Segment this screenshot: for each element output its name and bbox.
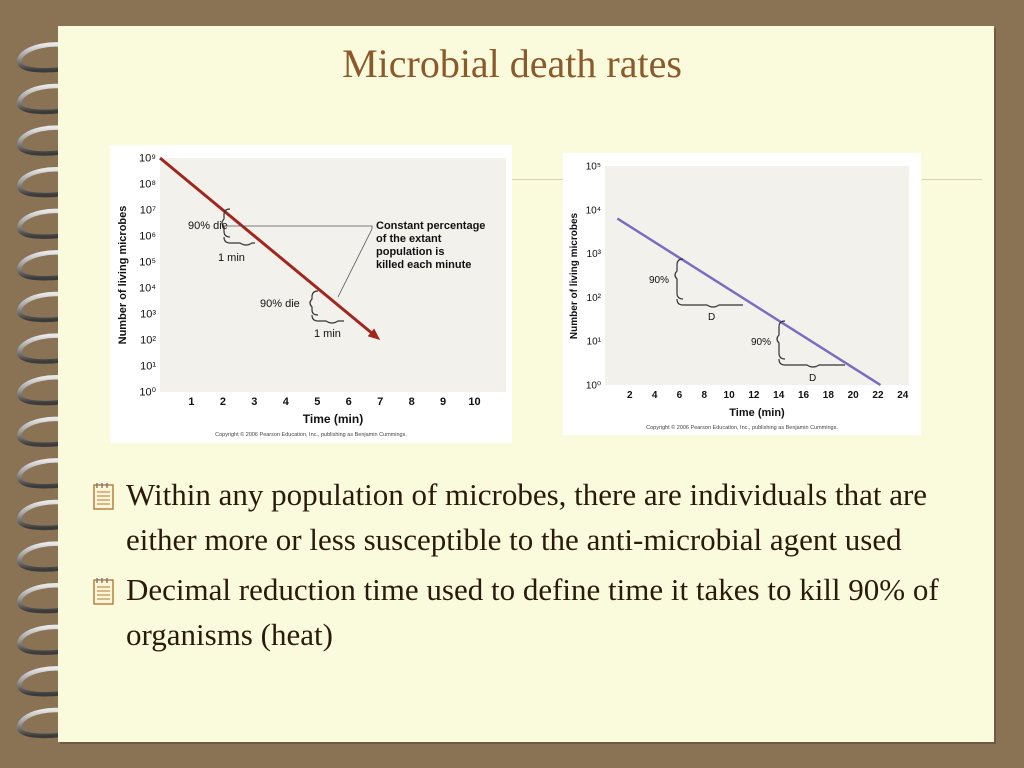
upper-d-label: D bbox=[708, 312, 715, 323]
notepad-icon bbox=[93, 483, 114, 510]
x-tick-label: 4 bbox=[283, 396, 290, 408]
x-tick-label: 18 bbox=[823, 390, 835, 401]
y-tick-label: 10⁶ bbox=[139, 231, 156, 243]
x-tick-label: 2 bbox=[220, 396, 226, 408]
lower-1-min-label: 1 min bbox=[314, 328, 341, 340]
exponential-death-chart-figure: 10⁰ 10¹ 10² 10³ 10⁴ 10⁵ 10⁶ 10⁷ 10⁸ 10⁹ 1 2 3 4 5 6 7 8 9… bbox=[110, 145, 512, 443]
lower-90-percent-label: 90% bbox=[751, 337, 771, 348]
y-tick-label: 10¹ bbox=[587, 337, 602, 348]
x-tick-label: 12 bbox=[748, 390, 760, 401]
x-tick-label: 10 bbox=[468, 396, 480, 408]
y-tick-label: 10⁹ bbox=[139, 153, 156, 165]
callout-pointer bbox=[337, 228, 373, 298]
copyright-note: Copyright © 2006 Pearson Education, Inc.… bbox=[646, 424, 838, 431]
notepad-icon bbox=[93, 578, 114, 605]
x-tick-label: 1 bbox=[188, 396, 194, 408]
x-tick-label: 24 bbox=[897, 390, 909, 401]
decimal-reduction-chart-figure: 10⁰ 10¹ 10² 10³ 10⁴ 10⁵ 2 4 6 8 10 12 14 16 18 20 22 24 … bbox=[563, 153, 921, 435]
decimal-reduction-line bbox=[616, 217, 882, 387]
x-tick-label: 10 bbox=[724, 390, 736, 401]
y-tick-label: 10⁴ bbox=[139, 283, 156, 295]
upper-90-percent-label: 90% bbox=[649, 275, 669, 286]
bullet-list: Within any population of microbes, there… bbox=[90, 472, 970, 662]
upper-90-die-label: 90% die bbox=[188, 220, 228, 232]
x-tick-label: 4 bbox=[652, 390, 658, 401]
lower-d-brace bbox=[778, 358, 845, 368]
x-tick-label: 14 bbox=[773, 390, 785, 401]
title-divider bbox=[512, 179, 564, 180]
x-tick-label: 6 bbox=[677, 390, 683, 401]
copyright-note: Copyright © 2006 Pearson Education, Inc.… bbox=[215, 431, 407, 438]
death-curve-arrowhead bbox=[367, 328, 381, 340]
bullet-item: Within any population of microbes, there… bbox=[90, 472, 970, 562]
title-divider bbox=[922, 179, 982, 180]
upper-1-min-label: 1 min bbox=[218, 252, 245, 264]
callout-line: population is bbox=[376, 246, 444, 258]
exponential-death-chart: 10⁰ 10¹ 10² 10³ 10⁴ 10⁵ 10⁶ 10⁷ 10⁸ 10⁹ 1 2 3 4 5 6 7 8 9… bbox=[117, 153, 506, 438]
upper-90-percent-brace bbox=[674, 258, 684, 300]
y-tick-label: 10⁵ bbox=[139, 257, 156, 269]
lower-90-die-brace bbox=[309, 290, 319, 316]
plot-area bbox=[605, 166, 909, 385]
plot-area bbox=[160, 158, 506, 392]
y-axis-label: Number of living microbes bbox=[117, 206, 129, 345]
callout-line: Constant percentage bbox=[376, 220, 485, 232]
x-tick-label: 5 bbox=[314, 396, 320, 408]
callout-line: killed each minute bbox=[376, 259, 471, 271]
bullet-item: Decimal reduction time used to define ti… bbox=[90, 567, 970, 657]
x-tick-label: 8 bbox=[409, 396, 415, 408]
lower-d-label: D bbox=[809, 373, 816, 384]
callout-pointer bbox=[224, 225, 373, 229]
y-axis-label: Number of living microbes bbox=[569, 212, 580, 339]
x-tick-label: 3 bbox=[251, 396, 257, 408]
x-tick-label: 20 bbox=[848, 390, 860, 401]
lower-90-die-label: 90% die bbox=[260, 298, 300, 310]
x-tick-label: 8 bbox=[701, 390, 707, 401]
upper-90-die-brace bbox=[221, 208, 231, 238]
x-tick-label: 2 bbox=[627, 390, 633, 401]
lower-1-min-brace bbox=[311, 314, 344, 324]
slide-title: Microbial death rates bbox=[342, 41, 682, 86]
y-tick-label: 10² bbox=[587, 293, 602, 304]
bullet-text: Decimal reduction time used to define ti… bbox=[126, 572, 939, 652]
x-axis-label: Time (min) bbox=[303, 412, 363, 426]
y-tick-label: 10⁰ bbox=[139, 387, 156, 399]
death-curve-line bbox=[159, 156, 374, 335]
x-tick-label: 9 bbox=[440, 396, 446, 408]
lower-90-percent-brace bbox=[776, 320, 786, 360]
y-tick-label: 10¹ bbox=[140, 361, 156, 373]
upper-1-min-brace bbox=[223, 236, 255, 246]
x-axis-label: Time (min) bbox=[729, 407, 785, 419]
y-tick-label: 10² bbox=[140, 335, 156, 347]
y-tick-label: 10⁷ bbox=[140, 205, 156, 217]
y-tick-label: 10⁴ bbox=[586, 205, 601, 216]
y-tick-label: 10⁸ bbox=[139, 179, 156, 191]
x-tick-label: 22 bbox=[872, 390, 884, 401]
y-tick-label: 10³ bbox=[587, 249, 602, 260]
y-tick-label: 10⁰ bbox=[586, 381, 601, 392]
x-tick-label: 7 bbox=[377, 396, 383, 408]
x-tick-label: 16 bbox=[798, 390, 810, 401]
bullet-text: Within any population of microbes, there… bbox=[126, 477, 928, 557]
upper-d-brace bbox=[676, 298, 743, 308]
x-tick-label: 6 bbox=[346, 396, 352, 408]
y-tick-label: 10⁵ bbox=[586, 162, 601, 173]
callout-line: of the extant bbox=[376, 233, 442, 245]
y-tick-label: 10³ bbox=[140, 309, 156, 321]
callout-text: Constant percentage of the extant popula… bbox=[376, 220, 488, 271]
